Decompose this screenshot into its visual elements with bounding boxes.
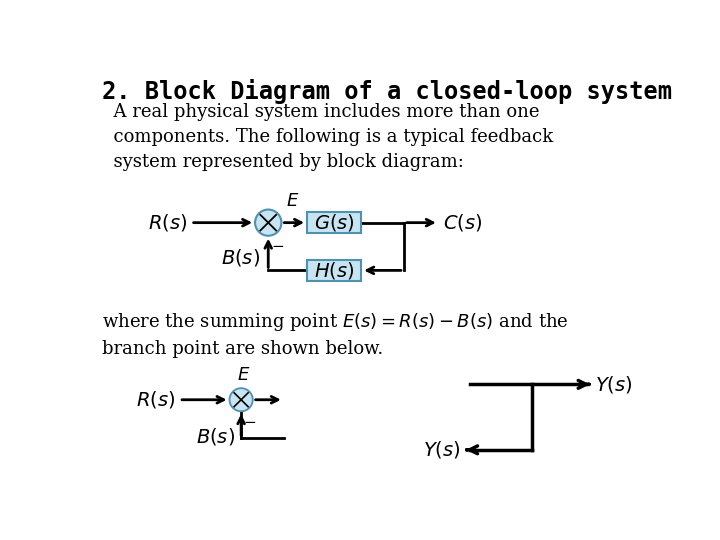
Text: $G(s)$: $G(s)$ — [314, 212, 354, 233]
Text: $C(s)$: $C(s)$ — [443, 212, 482, 233]
Text: $-$: $-$ — [243, 413, 256, 428]
Text: $B(s)$: $B(s)$ — [221, 247, 261, 268]
FancyBboxPatch shape — [307, 212, 361, 233]
Circle shape — [255, 210, 282, 236]
Circle shape — [230, 388, 253, 411]
Text: $Y(s)$: $Y(s)$ — [595, 374, 633, 395]
Text: 2. Block Diagram of a closed-loop system: 2. Block Diagram of a closed-loop system — [102, 79, 672, 104]
Text: $R(s)$: $R(s)$ — [136, 389, 175, 410]
Text: $E$: $E$ — [287, 192, 300, 210]
Text: $-$: $-$ — [271, 237, 284, 252]
Text: where the summing point $E(s)=R(s)-B(s)$ and the
branch point are shown below.: where the summing point $E(s)=R(s)-B(s)$… — [102, 311, 568, 358]
FancyBboxPatch shape — [307, 260, 361, 281]
Text: $B(s)$: $B(s)$ — [196, 426, 235, 447]
Text: A real physical system includes more than one
  components. The following is a t: A real physical system includes more tha… — [102, 103, 553, 171]
Text: $Y(s)$: $Y(s)$ — [423, 440, 461, 460]
Text: $H(s)$: $H(s)$ — [314, 260, 354, 281]
Text: $R(s)$: $R(s)$ — [148, 212, 187, 233]
Text: $E$: $E$ — [237, 366, 250, 384]
